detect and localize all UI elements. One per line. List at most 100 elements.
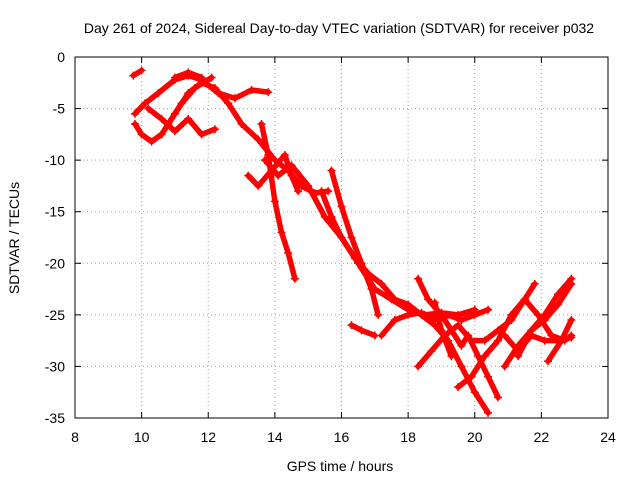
data-point [140,99,149,108]
axis-ticks [74,56,609,419]
data-point [447,352,456,361]
series-line [165,74,215,127]
data-point [304,181,313,190]
data-point [177,99,186,108]
y-axis-label: SDTVAR / TECUs [6,182,22,294]
series-track-j [327,166,383,319]
y-tick-label: -15 [45,204,65,220]
y-tick-label: -30 [45,358,65,374]
data-point [144,104,153,113]
data-point [230,94,239,103]
data-point [347,321,356,330]
series-track-h [257,120,299,283]
data-point [494,336,503,345]
data-point [470,310,479,319]
data-point [414,362,423,371]
data-point [257,120,266,129]
data-point [377,279,386,288]
data-point [507,310,516,319]
x-tick-label: 16 [334,429,350,445]
data-point [244,171,253,180]
data-point [377,331,386,340]
x-tick-labels: 8 10 12 14 16 18 20 22 24 [71,429,616,445]
data-point [197,130,206,139]
data-point [554,300,563,309]
data-point [294,187,303,196]
data-point [520,295,529,304]
series-track-p [430,298,456,361]
x-axis-label: GPS time / hours [287,458,394,474]
data-point [414,274,423,283]
y-tick-label: -35 [45,410,65,426]
data-point [470,388,479,397]
data-point [247,86,256,95]
data-point [530,279,539,288]
data-point [327,166,336,175]
data-point [467,372,476,381]
data-point [290,274,299,283]
data-point [210,83,219,92]
y-tick-label: -25 [45,307,65,323]
series-line [245,152,301,194]
data-point [137,130,146,139]
data-point [480,336,489,345]
data-point [484,372,493,381]
series-line [318,188,491,416]
x-tick-label: 12 [200,429,216,445]
data-point [544,357,553,366]
data-series [129,66,576,417]
data-point [457,316,466,325]
data-point [280,150,289,159]
data-point [424,295,433,304]
data-point [567,333,576,342]
data-point [270,197,279,206]
series-line [328,167,381,318]
series-line [145,105,218,138]
data-point [554,290,563,299]
x-tick-label: 24 [600,429,616,445]
y-tick-label: -10 [45,152,65,168]
data-point [184,114,193,123]
data-point [390,316,399,325]
data-point [347,233,356,242]
data-point [207,73,216,82]
data-point [130,120,139,129]
data-point [404,310,413,319]
data-point [197,73,206,82]
data-point [500,362,509,371]
data-point [237,120,246,129]
data-point [287,171,296,180]
data-point [264,150,273,159]
data-point [357,326,366,335]
data-point [284,248,293,257]
series-track-f [170,68,206,82]
chart-title: Day 261 of 2024, Sidereal Day-to-day VTE… [84,20,594,36]
y-tick-labels: 0 -5 -10 -15 -20 -25 -30 -35 [45,49,65,426]
data-point [484,408,493,417]
data-point [467,336,476,345]
data-point [374,310,383,319]
data-point [317,187,326,196]
data-point [254,181,263,190]
data-point [500,331,509,340]
data-point [277,228,286,237]
x-tick-label: 8 [71,429,79,445]
data-point [327,212,336,221]
data-point [430,298,439,307]
y-tick-label: -20 [45,255,65,271]
y-tick-label: -5 [53,101,66,117]
data-point [157,130,166,139]
series-line [130,67,145,79]
data-point [557,336,566,345]
series-track-e [164,73,216,129]
data-point [404,300,413,309]
data-point [567,274,576,283]
data-point [157,114,166,123]
data-point [154,89,163,98]
data-point [457,362,466,371]
data-point [567,316,576,325]
data-point [210,125,219,134]
data-point [540,310,549,319]
data-point [190,83,199,92]
